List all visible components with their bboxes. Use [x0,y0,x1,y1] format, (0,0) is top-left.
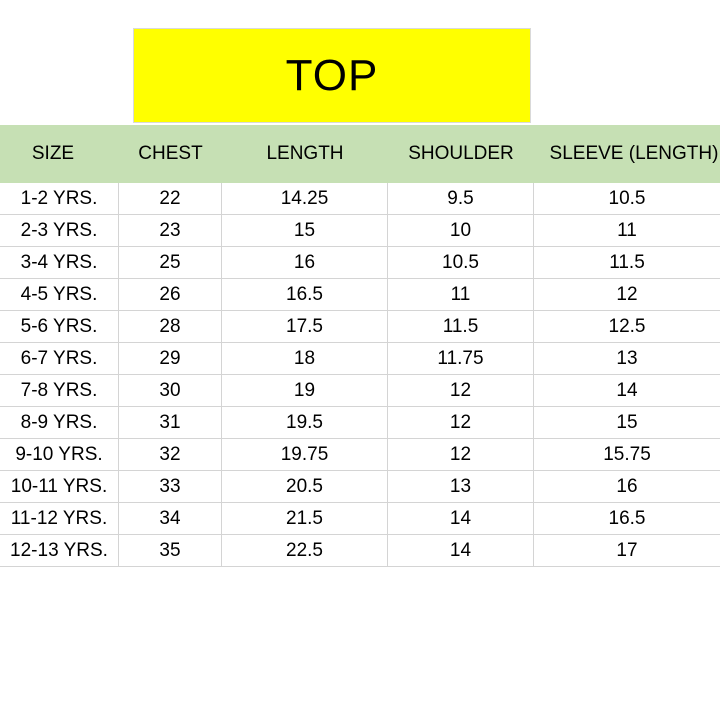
table-header-row: SIZE CHEST LENGTH SHOULDER SLEEVE (LENGT… [0,125,720,183]
cell-chest: 34 [119,503,222,534]
cell-size: 6-7 YRS. [0,343,119,374]
cell-shoulder: 12 [388,439,534,470]
table-row: 10-11 YRS. 33 20.5 13 16 [0,471,720,503]
cell-size: 2-3 YRS. [0,215,119,246]
cell-chest: 25 [119,247,222,278]
cell-length: 18 [222,343,388,374]
cell-chest: 30 [119,375,222,406]
cell-sleeve-length: 17 [616,539,638,561]
cell-size: 10-11 YRS. [0,471,119,502]
cell-length: 19.75 [222,439,388,470]
cell-chest: 29 [119,343,222,374]
table-row: 11-12 YRS. 34 21.5 14 16.5 [0,503,720,535]
cell-sleeve-length: 11.5 [609,251,645,273]
chart-title: TOP [133,28,531,123]
table-row: 4-5 YRS. 26 16.5 11 12 [0,279,720,311]
cell-length: 21.5 [222,503,388,534]
table-row: 12-13 YRS. 35 22.5 14 17 [0,535,720,567]
cell-size: 3-4 YRS. [0,247,119,278]
cell-shoulder: 14 [388,535,534,566]
cell-size: 8-9 YRS. [0,407,119,438]
cell-size: 9-10 YRS. [0,439,119,470]
cell-sleeve-length: 10.5 [608,187,646,209]
cell-length: 19 [222,375,388,406]
cell-length: 15 [222,215,388,246]
table-row: 3-4 YRS. 25 16 10.5 11.5 [0,247,720,279]
table-row: 6-7 YRS. 29 18 11.75 13 [0,343,720,375]
cell-shoulder: 13 [388,471,534,502]
cell-length: 16 [222,247,388,278]
table-row: 8-9 YRS. 31 19.5 12 15 [0,407,720,439]
cell-shoulder: 12 [388,375,534,406]
cell-length: 22.5 [222,535,388,566]
cell-length: 19.5 [222,407,388,438]
cell-chest: 28 [119,311,222,342]
cell-size: 1-2 YRS. [0,183,119,214]
cell-chest: 31 [119,407,222,438]
cell-sleeve-length: 15 [616,411,638,433]
size-table: 1-2 YRS. 22 14.25 9.5 10.5 2-3 YRS. 23 15 10 11 3-… [0,183,720,567]
header-size: SIZE [31,143,75,164]
cell-sleeve-length: 15.75 [603,443,651,465]
cell-length: 14.25 [222,183,388,214]
table-row: 9-10 YRS. 32 19.75 12 15.75 [0,439,720,471]
header-shoulder: SHOULDER [408,143,514,164]
cell-length: 17.5 [222,311,388,342]
table-row: 7-8 YRS. 30 19 12 14 [0,375,720,407]
cell-sleeve-length: 12.5 [608,315,646,337]
cell-sleeve-length: 13 [616,347,638,369]
header-sleeve-length: SLEEVE (LENGTH) [549,143,719,164]
table-row: 5-6 YRS. 28 17.5 11.5 12.5 [0,311,720,343]
cell-shoulder: 11 [388,279,534,310]
cell-chest: 23 [119,215,222,246]
cell-shoulder: 10.5 [388,247,534,278]
cell-chest: 35 [119,535,222,566]
cell-sleeve-length: 12 [616,283,638,305]
cell-sleeve-length: 14 [616,379,638,401]
table-row: 1-2 YRS. 22 14.25 9.5 10.5 [0,183,720,215]
cell-size: 12-13 YRS. [0,535,119,566]
cell-shoulder: 14 [388,503,534,534]
cell-shoulder: 12 [388,407,534,438]
cell-sleeve-length: 11 [617,219,637,241]
cell-size: 7-8 YRS. [0,375,119,406]
header-length: LENGTH [266,143,344,164]
cell-shoulder: 11.75 [388,343,534,374]
cell-size: 5-6 YRS. [0,311,119,342]
cell-length: 20.5 [222,471,388,502]
table-row: 2-3 YRS. 23 15 10 11 [0,215,720,247]
cell-shoulder: 11.5 [388,311,534,342]
cell-sleeve-length: 16.5 [608,507,646,529]
cell-chest: 32 [119,439,222,470]
cell-size: 11-12 YRS. [0,503,119,534]
cell-chest: 22 [119,183,222,214]
cell-sleeve-length: 16 [616,475,638,497]
header-chest: CHEST [138,143,203,164]
cell-length: 16.5 [222,279,388,310]
cell-size: 4-5 YRS. [0,279,119,310]
cell-chest: 33 [119,471,222,502]
cell-shoulder: 10 [388,215,534,246]
cell-shoulder: 9.5 [388,183,534,214]
cell-chest: 26 [119,279,222,310]
